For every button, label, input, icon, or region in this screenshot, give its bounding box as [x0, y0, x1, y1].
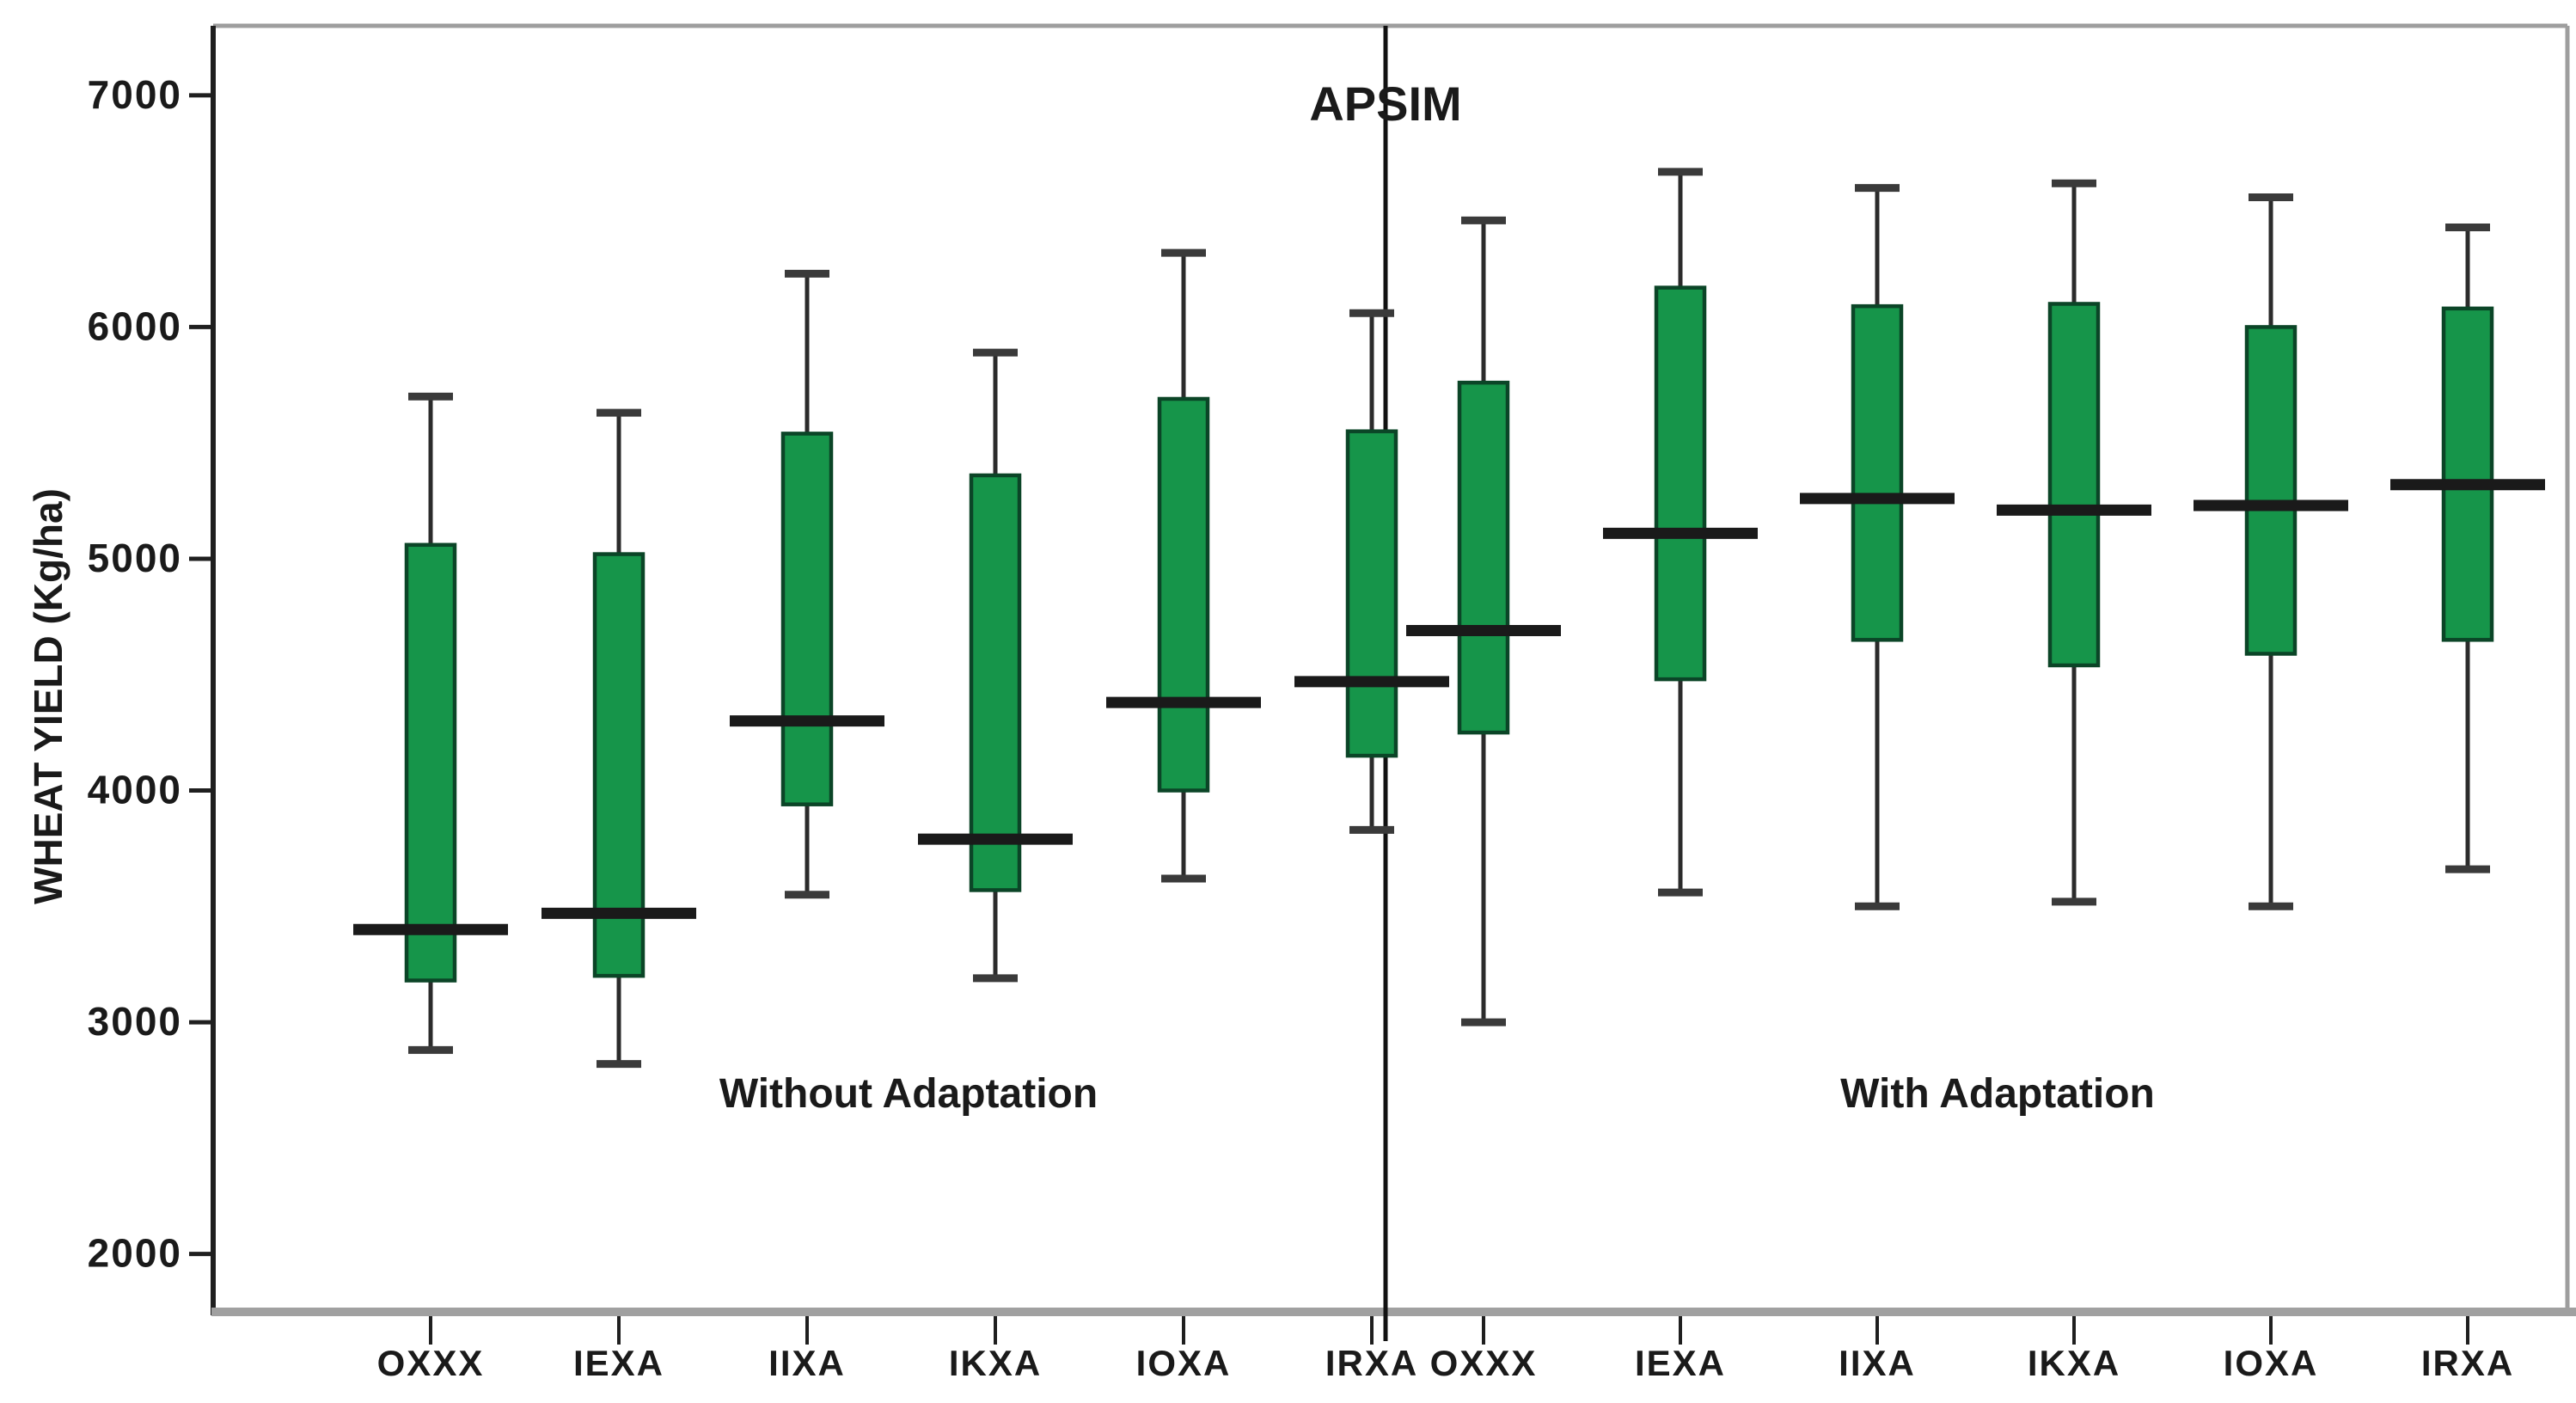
y-tick-label: 6000	[88, 303, 182, 348]
box-with-ikxa	[1997, 179, 2151, 906]
x-axis: OXXX IEXA IIXA IKXA IOXA IRXA OXXX IEXA IIXA IKXA…	[377, 1316, 2514, 1383]
iqr-box	[2441, 306, 2494, 642]
box-with-oxxx	[1406, 216, 1561, 1026]
iqr-box	[1345, 429, 1398, 758]
box-without-iexa	[542, 408, 696, 1069]
x-tick-label: OXXX	[1430, 1343, 1538, 1383]
box-without-iixa	[730, 269, 884, 899]
x-tick-label: IEXA	[573, 1343, 664, 1383]
y-axis: 7000 6000 5000 4000 3000 2000	[88, 72, 211, 1276]
iqr-box	[2244, 325, 2298, 656]
iqr-box	[592, 552, 646, 978]
y-tick-label: 4000	[88, 768, 182, 812]
x-tick-label: IRXA	[1325, 1343, 1418, 1383]
x-tick-label: IEXA	[1635, 1343, 1726, 1383]
box-without-oxxx	[353, 392, 508, 1054]
y-tick-label: 7000	[88, 72, 182, 117]
box-with-irxa	[2390, 224, 2545, 873]
box-without-ikxa	[918, 348, 1073, 983]
iqr-box	[1157, 396, 1210, 793]
x-tick-label: IIXA	[1839, 1343, 1916, 1383]
iqr-box	[1654, 285, 1707, 682]
group-caption-with-adaptation: With Adaptation	[1840, 1071, 2155, 1117]
boxes-layer	[353, 168, 2545, 1069]
y-tick-label: 2000	[88, 1231, 182, 1276]
box-without-irxa	[1294, 309, 1449, 834]
x-tick-label: IRXA	[2421, 1343, 2514, 1383]
y-tick-label: 5000	[88, 536, 182, 580]
x-tick-label: IOXA	[1136, 1343, 1232, 1383]
box-with-iixa	[1800, 184, 1955, 910]
box-with-iexa	[1603, 168, 1758, 897]
x-tick-label: IIXA	[768, 1343, 846, 1383]
x-tick-label: OXXX	[377, 1343, 485, 1383]
x-tick-label: IKXA	[949, 1343, 1042, 1383]
y-tick-label: 3000	[88, 999, 182, 1044]
iqr-box	[2047, 302, 2101, 668]
group-caption-without-adaptation: Without Adaptation	[719, 1071, 1098, 1117]
iqr-box	[780, 432, 834, 806]
box-without-ioxa	[1106, 248, 1261, 883]
chart-title: APSIM	[1309, 77, 1461, 131]
box-with-ioxa	[2194, 193, 2348, 910]
iqr-box	[404, 542, 457, 983]
y-axis-title: WHEAT YIELD (Kg/ha)	[26, 488, 70, 904]
iqr-box	[1457, 380, 1510, 735]
iqr-box	[969, 473, 1022, 892]
x-tick-label: IKXA	[2028, 1343, 2120, 1383]
x-tick-label: IOXA	[2224, 1343, 2319, 1383]
iqr-box	[1851, 303, 1904, 642]
